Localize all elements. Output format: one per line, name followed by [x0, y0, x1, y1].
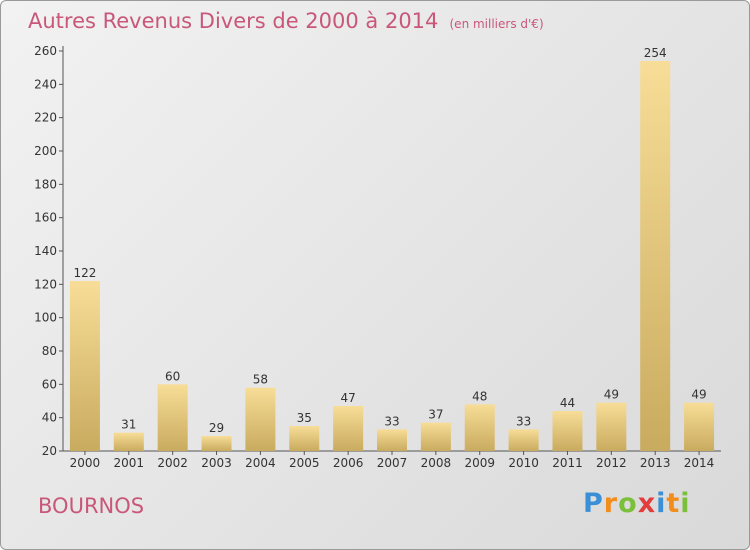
y-tick-label: 40	[42, 411, 57, 425]
x-tick-label: 2007	[377, 456, 408, 470]
data-label: 48	[472, 389, 487, 403]
y-tick-label: 100	[34, 311, 57, 325]
x-tick-label: 2013	[640, 456, 671, 470]
data-label: 122	[73, 266, 96, 280]
data-label: 29	[209, 421, 224, 435]
x-tick-label: 2002	[157, 456, 188, 470]
y-tick-label: 200	[34, 144, 57, 158]
x-tick-label: 2008	[421, 456, 452, 470]
bar	[684, 402, 715, 451]
bar	[508, 429, 539, 451]
bar	[289, 426, 320, 451]
logo-letter: i	[680, 488, 691, 519]
y-tick-label: 140	[34, 244, 57, 258]
bar	[377, 429, 407, 451]
bar	[245, 387, 276, 451]
y-tick-label: 180	[34, 177, 57, 191]
logo-letter: i	[656, 488, 667, 519]
logo-letter: r	[603, 488, 619, 519]
y-tick-label: 120	[34, 277, 57, 291]
x-tick-label: 2006	[333, 456, 364, 470]
y-tick-label: 240	[34, 77, 57, 91]
y-tick-label: 20	[42, 444, 57, 458]
x-tick-label: 2010	[508, 456, 539, 470]
bar	[333, 406, 364, 451]
bar	[464, 404, 495, 451]
proxiti-logo: Proxiti	[583, 488, 691, 519]
y-tick-label: 260	[34, 44, 57, 58]
y-tick-label: 60	[42, 377, 57, 391]
x-tick-label: 2009	[464, 456, 495, 470]
x-tick-label: 2012	[596, 456, 627, 470]
bar	[69, 281, 100, 451]
bar	[201, 436, 232, 451]
bar	[420, 422, 451, 451]
x-tick-label: 2014	[684, 456, 715, 470]
x-tick-label: 2000	[70, 456, 101, 470]
logo-letter: t	[666, 488, 681, 519]
x-tick-label: 2005	[289, 456, 320, 470]
data-label: 33	[516, 414, 531, 428]
bar	[640, 61, 671, 451]
data-label: 47	[340, 391, 355, 405]
x-tick-label: 2004	[245, 456, 276, 470]
data-label: 37	[428, 408, 443, 422]
data-label: 33	[384, 414, 399, 428]
x-tick-label: 2011	[552, 456, 583, 470]
data-label: 49	[691, 388, 706, 402]
bar	[596, 402, 627, 451]
x-tick-label: 2001	[114, 456, 145, 470]
title-row: Autres Revenus Divers de 2000 à 2014 (en…	[28, 9, 544, 33]
data-label: 44	[560, 396, 575, 410]
bar	[552, 411, 583, 451]
data-label: 60	[165, 369, 180, 383]
y-tick-label: 80	[42, 344, 57, 358]
logo-letter: x	[637, 488, 657, 519]
data-label: 35	[297, 411, 312, 425]
data-label: 31	[121, 418, 136, 432]
bar	[157, 384, 188, 451]
chart-title: Autres Revenus Divers de 2000 à 2014	[28, 9, 439, 33]
x-tick-label: 2003	[201, 456, 232, 470]
data-label: 58	[253, 373, 268, 387]
data-label: 254	[644, 46, 667, 60]
logo-letter: P	[583, 488, 604, 519]
y-tick-label: 160	[34, 211, 57, 225]
place-name: BOURNOS	[38, 494, 145, 518]
bar	[113, 432, 144, 451]
y-tick-label: 220	[34, 111, 57, 125]
chart-subtitle: (en milliers d'€)	[449, 17, 544, 31]
logo-letter: o	[618, 488, 638, 519]
data-label: 49	[604, 388, 619, 402]
